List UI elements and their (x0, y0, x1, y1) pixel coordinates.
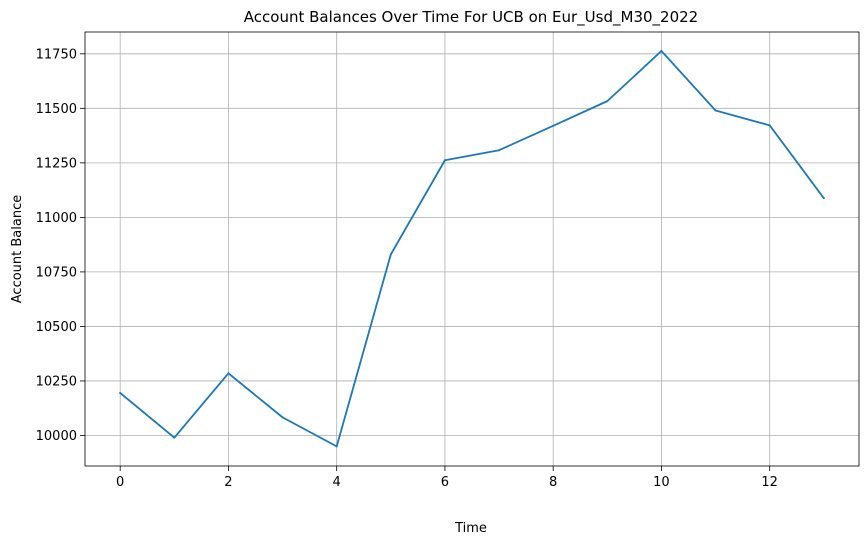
y-axis: 10000 10250 10500 10750 11000 11250 11500 11750 (36, 47, 85, 444)
data-point (552, 124, 555, 127)
y-tick-label: 11750 (36, 47, 77, 62)
series-line (119, 50, 825, 448)
y-tick-label: 11000 (36, 211, 77, 226)
x-tick-label: 10 (653, 475, 670, 490)
data-point (173, 436, 176, 439)
y-tick-label: 11500 (36, 102, 77, 117)
y-tick-label: 10500 (36, 320, 77, 335)
x-tick-label: 4 (333, 475, 341, 490)
data-point (227, 372, 230, 375)
x-axis-label: Time (454, 521, 487, 536)
plot-frame (84, 31, 860, 467)
data-point (335, 445, 338, 448)
data-point (119, 391, 122, 394)
data-point (768, 124, 771, 127)
grid (85, 32, 859, 466)
y-tick-label: 11250 (36, 156, 77, 171)
x-tick-label: 12 (761, 475, 778, 490)
data-point (606, 100, 609, 103)
y-tick-label: 10250 (36, 374, 77, 389)
data-point (822, 197, 825, 200)
x-tick-label: 2 (224, 475, 232, 490)
y-tick-label: 10750 (36, 265, 77, 280)
data-point (498, 149, 501, 152)
data-point (660, 49, 663, 52)
data-point (389, 253, 392, 256)
data-point (281, 416, 284, 419)
data-point (714, 109, 717, 112)
chart-title: Account Balances Over Time For UCB on Eu… (244, 8, 698, 27)
x-tick-label: 0 (116, 475, 124, 490)
y-tick-label: 10000 (36, 429, 77, 444)
series-layer (119, 49, 825, 448)
x-tick-label: 8 (549, 475, 557, 490)
y-axis-label: Account Balance (10, 195, 25, 303)
x-axis: 0 2 4 6 8 10 12 (116, 466, 778, 490)
data-point (443, 159, 446, 162)
x-tick-label: 6 (441, 475, 449, 490)
